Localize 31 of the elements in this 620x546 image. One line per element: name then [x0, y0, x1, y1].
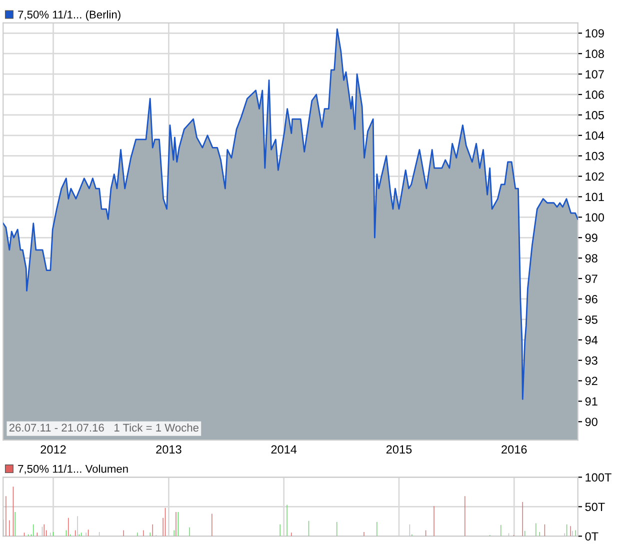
y-tick-label: 92 — [585, 376, 598, 386]
y-tick-label: 90 — [585, 418, 598, 426]
y-tick-label: 98 — [585, 254, 598, 262]
y-tick-label: 95 — [585, 315, 598, 324]
y-tick-label: 94 — [585, 336, 598, 344]
y-tick-label: 100 — [586, 213, 604, 222]
y-tick-label: 107 — [586, 70, 604, 78]
y-tick-label: 93 — [585, 356, 598, 365]
y-tick-label: 0T — [585, 532, 598, 541]
y-tick-label: 97 — [585, 274, 598, 283]
x-tick-label: 2013 — [156, 445, 182, 454]
y-tick-label: 96 — [585, 295, 598, 304]
x-tick-label: 2016 — [502, 445, 527, 454]
x-tick-label: 2012 — [40, 445, 66, 454]
x-tick-label: 2014 — [271, 445, 297, 454]
x-tick-label: 2015 — [386, 445, 412, 454]
y-tick-label: 99 — [585, 234, 598, 242]
legend-label: 7,50% 11/1... Volumen — [18, 464, 128, 474]
y-tick-label: 100T — [586, 473, 612, 482]
y-tick-label: 106 — [586, 90, 604, 99]
legend-label: 7,50% 11/1... (Berlin) — [18, 10, 120, 21]
y-tick-label: 105 — [586, 110, 604, 120]
y-tick-label: 108 — [586, 50, 604, 58]
y-tick-label: 104 — [586, 131, 604, 140]
y-tick-label: 101 — [586, 192, 604, 202]
annotation: 26.07.11 - 21.07.16 1 Tick = 1 Woche — [9, 423, 199, 432]
y-tick-label: 50T — [585, 502, 605, 512]
y-tick-label: 102 — [586, 172, 604, 181]
y-tick-label: 103 — [586, 152, 604, 160]
y-tick-label: 109 — [586, 29, 604, 38]
y-tick-label: 91 — [585, 397, 598, 406]
